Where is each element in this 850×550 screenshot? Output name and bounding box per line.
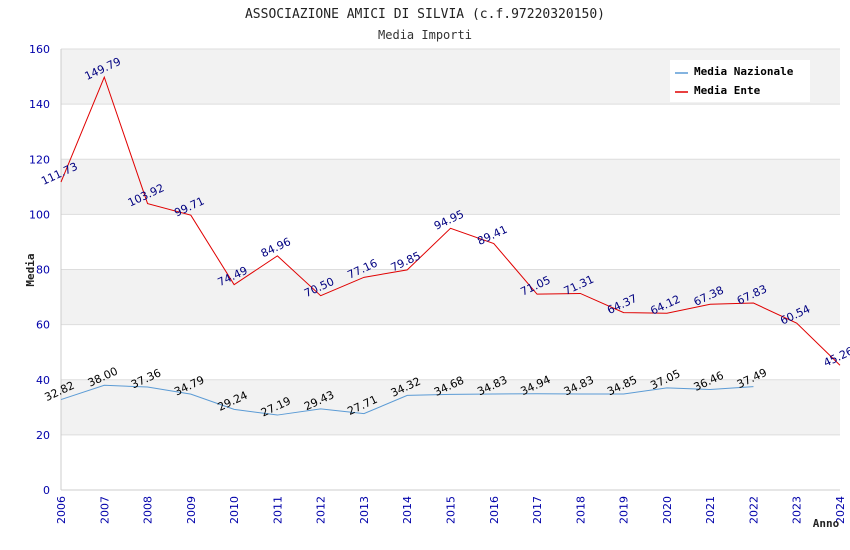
x-tick-2019: 2019 xyxy=(618,496,631,524)
band-60-80 xyxy=(61,269,840,325)
x-tick-2018: 2018 xyxy=(574,496,587,524)
y-tick-160: 160 xyxy=(29,43,50,56)
legend-box xyxy=(670,60,810,102)
x-tick-2009: 2009 xyxy=(185,496,198,524)
band-100-120 xyxy=(61,159,840,215)
chart-title: ASSOCIAZIONE AMICI DI SILVIA (c.f.972203… xyxy=(245,7,605,22)
x-tick-2007: 2007 xyxy=(98,496,111,524)
x-tick-2021: 2021 xyxy=(704,496,717,524)
x-tick-2008: 2008 xyxy=(142,496,155,524)
y-tick-100: 100 xyxy=(29,208,50,221)
band-20-40 xyxy=(61,379,840,435)
x-tick-2024: 2024 xyxy=(834,496,847,524)
x-tick-2017: 2017 xyxy=(531,496,544,524)
legend-label-media-nazionale: Media Nazionale xyxy=(694,65,794,78)
x-tick-2022: 2022 xyxy=(747,496,760,524)
y-tick-40: 40 xyxy=(36,374,50,387)
x-axis-label: Anno xyxy=(813,517,840,530)
y-tick-20: 20 xyxy=(36,429,50,442)
y-axis-ticks: 0 20 40 60 80 100 120 140 160 xyxy=(29,43,50,497)
legend: Media Nazionale Media Ente xyxy=(670,60,810,102)
y-tick-140: 140 xyxy=(29,98,50,111)
x-tick-2006: 2006 xyxy=(55,496,68,524)
x-tick-2011: 2011 xyxy=(271,496,284,524)
x-tick-2014: 2014 xyxy=(401,496,414,524)
x-tick-2023: 2023 xyxy=(791,496,804,524)
x-tick-2016: 2016 xyxy=(488,496,501,524)
chart-subtitle: Media Importi xyxy=(378,28,472,42)
x-tick-2015: 2015 xyxy=(445,496,458,524)
y-tick-60: 60 xyxy=(36,319,50,332)
series-lines xyxy=(60,75,841,416)
legend-label-media-ente: Media Ente xyxy=(694,84,761,97)
x-tick-2013: 2013 xyxy=(358,496,371,524)
background-bands xyxy=(61,49,840,435)
x-axis-ticks: 2006 2007 2008 2009 2010 2011 2012 2013 2014 2015… xyxy=(55,496,847,524)
data-label-media-ente-2024: 45.26 xyxy=(821,345,850,370)
data-label-media-ente-2016: 89.41 xyxy=(475,223,509,248)
y-tick-80: 80 xyxy=(36,264,50,277)
axes xyxy=(60,49,840,491)
y-tick-120: 120 xyxy=(29,153,50,166)
y-tick-0: 0 xyxy=(43,484,50,497)
x-tick-2010: 2010 xyxy=(228,496,241,524)
y-axis-label: Media xyxy=(24,253,37,286)
x-tick-2012: 2012 xyxy=(315,496,328,524)
x-tick-2020: 2020 xyxy=(661,496,674,524)
